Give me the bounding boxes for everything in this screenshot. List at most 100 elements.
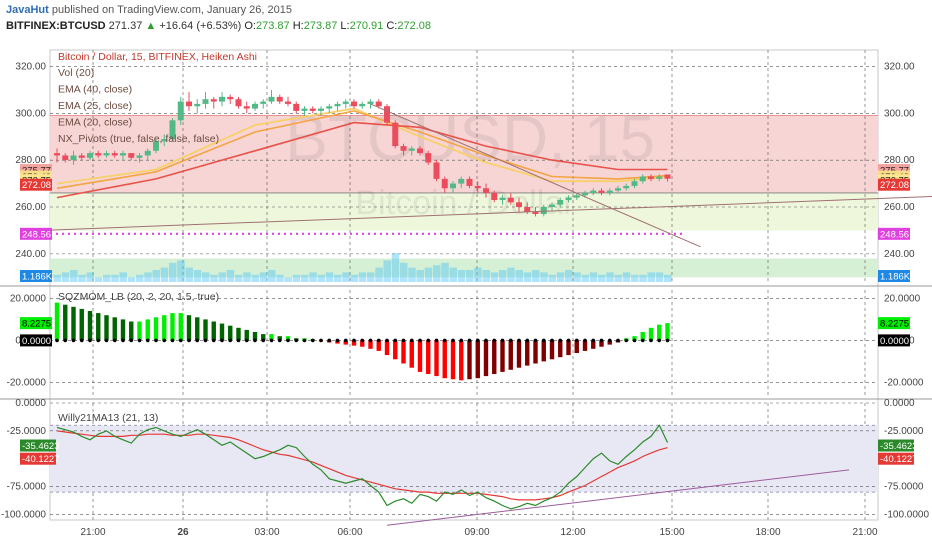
candle-body bbox=[202, 99, 209, 104]
volume-bar bbox=[565, 270, 573, 282]
willy-value-box bbox=[878, 439, 914, 452]
volume-bar bbox=[598, 274, 606, 282]
willy-tick-right: -100.0000 bbox=[884, 509, 929, 520]
sqz-dot bbox=[145, 338, 150, 343]
sqz-zero-label: 0.0000 bbox=[880, 336, 909, 347]
candle-body bbox=[54, 153, 60, 156]
volume-bar bbox=[78, 274, 86, 282]
volume-label-box bbox=[20, 270, 52, 282]
willy-legend: Willy21MA13 (21, 13) bbox=[58, 412, 158, 424]
sqz-bar bbox=[351, 340, 357, 346]
volume-bar bbox=[639, 274, 647, 282]
candle-body bbox=[186, 101, 192, 107]
sqz-dot bbox=[591, 338, 596, 343]
author-link[interactable]: JavaHut bbox=[6, 4, 49, 16]
chart-area[interactable]: BTCUSD, 15 Bitcoin / Dollar 240.00 240.00 26… bbox=[0, 36, 932, 550]
sqz-bar bbox=[459, 340, 464, 381]
sqz-legend: SQZMOM_LB (20, 2, 20, 1.5, true) bbox=[58, 291, 219, 303]
sqz-pane: SQZMOM_LB (20, 2, 20, 1.5, true) 20.0000 2… bbox=[7, 291, 924, 388]
willy-value-label: -35.4623 bbox=[22, 441, 60, 452]
sqz-bar bbox=[87, 311, 93, 341]
candle-body bbox=[433, 162, 440, 179]
sqz-bar bbox=[360, 340, 365, 347]
open-value: 273.87 bbox=[255, 20, 290, 32]
candle-body bbox=[243, 106, 250, 109]
sqz-tick-left: 20.0000 bbox=[10, 293, 47, 304]
open-label: O: bbox=[244, 20, 256, 32]
sqz-bar bbox=[591, 340, 596, 349]
willy-ma-line bbox=[56, 430, 668, 501]
sqz-bar bbox=[401, 340, 406, 364]
willy-value-label: -35.4623 bbox=[880, 441, 918, 452]
sqz-tick-right: 20.0000 bbox=[884, 293, 921, 304]
volume-bar bbox=[202, 272, 210, 282]
price-label-text: 272.08 bbox=[22, 180, 51, 191]
volume-bar bbox=[251, 274, 259, 282]
price-tick-left: 320.00 bbox=[15, 61, 46, 72]
candle-body bbox=[623, 185, 630, 189]
volume-bar bbox=[631, 274, 639, 282]
volume-bar bbox=[622, 272, 631, 282]
sqz-dot bbox=[393, 338, 398, 343]
sqz-bar bbox=[112, 317, 117, 341]
willy-tick-left: 0.0000 bbox=[15, 398, 46, 409]
sqz-dot bbox=[211, 338, 216, 343]
candle-body bbox=[648, 176, 654, 179]
volume-bar bbox=[243, 272, 251, 282]
sqz-bar bbox=[137, 321, 142, 341]
candle-body bbox=[342, 101, 349, 104]
time-tick-label: 21:00 bbox=[852, 527, 877, 538]
volume-bar bbox=[523, 272, 532, 282]
sqz-dot bbox=[286, 338, 290, 343]
sqz-dot bbox=[327, 338, 332, 343]
volume-bar bbox=[235, 274, 243, 282]
sqz-dot bbox=[467, 338, 472, 343]
sqz-dot bbox=[187, 338, 191, 343]
candle-body bbox=[252, 103, 258, 109]
candle-body bbox=[458, 178, 465, 184]
volume-bar bbox=[367, 272, 375, 282]
volume-bar bbox=[507, 267, 515, 282]
price-tick-right: 320.00 bbox=[884, 61, 915, 72]
volume-bar bbox=[210, 274, 218, 282]
symbol-name[interactable]: BITFINEX:BTCUSD bbox=[6, 20, 106, 32]
sqz-dot bbox=[426, 338, 431, 343]
sqz-dot bbox=[269, 338, 274, 343]
volume-bar bbox=[556, 272, 565, 282]
candle-body bbox=[318, 108, 324, 111]
sqz-dot bbox=[451, 338, 455, 343]
sqz-dot bbox=[335, 338, 340, 343]
volume-bar bbox=[259, 272, 268, 282]
sqz-bar bbox=[54, 302, 60, 341]
sqz-dot bbox=[607, 338, 612, 343]
volume-bar bbox=[391, 253, 400, 282]
sqz-dot bbox=[533, 338, 538, 343]
candle-body bbox=[136, 155, 143, 158]
sqz-bar bbox=[409, 340, 414, 368]
sqz-dot bbox=[632, 338, 637, 343]
candle-body bbox=[524, 207, 531, 212]
close-value: 272.08 bbox=[397, 20, 431, 32]
sqz-dot bbox=[55, 338, 59, 343]
volume-bar bbox=[276, 274, 284, 282]
candle-body bbox=[194, 103, 201, 107]
sqz-dot bbox=[640, 338, 645, 343]
study-legend: EMA (20, close) bbox=[58, 117, 132, 129]
candle-body bbox=[656, 176, 663, 179]
time-tick-label: 18:00 bbox=[755, 527, 780, 538]
sqz-dot bbox=[352, 338, 356, 343]
volume-bar bbox=[408, 267, 416, 282]
candle-body bbox=[276, 96, 283, 102]
candle-body bbox=[441, 178, 448, 189]
candle-body bbox=[483, 188, 489, 193]
candle-body bbox=[425, 153, 432, 163]
candle-body bbox=[392, 122, 399, 147]
candle-body bbox=[466, 178, 473, 186]
price-tick-right: 240.00 bbox=[884, 249, 915, 260]
sqz-bar bbox=[211, 321, 216, 341]
price-tick-right: 280.00 bbox=[884, 155, 915, 166]
willy-trendline bbox=[386, 469, 850, 526]
sqz-dot bbox=[178, 338, 183, 343]
volume-bar bbox=[226, 270, 235, 282]
candle-body bbox=[359, 103, 366, 107]
